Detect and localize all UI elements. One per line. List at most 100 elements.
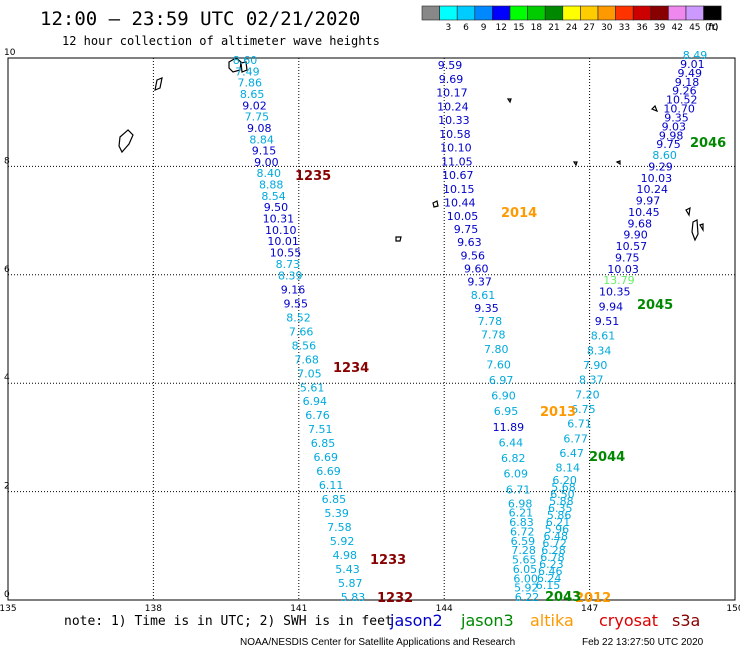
revolution-label: 2013 bbox=[540, 405, 576, 420]
legend-tick-label: 70 bbox=[707, 23, 719, 33]
wave-height-value: 6.83 bbox=[509, 516, 534, 529]
wave-height-value: 7.80 bbox=[484, 343, 509, 356]
wave-height-value: 5.86 bbox=[547, 509, 572, 522]
island-outline bbox=[650, 104, 659, 113]
legend-tick-label: 27 bbox=[583, 23, 594, 33]
wave-height-value: 5.92 bbox=[514, 582, 539, 595]
legend-tick-label: 18 bbox=[531, 23, 543, 33]
wave-height-value: 7.51 bbox=[308, 423, 333, 436]
legend-swatch bbox=[597, 5, 616, 21]
wave-height-value: 9.08 bbox=[247, 122, 272, 135]
wave-height-value: 7.75 bbox=[245, 111, 270, 124]
revolution-label: 2043 bbox=[545, 590, 581, 605]
wave-height-value: 9.03 bbox=[662, 120, 687, 133]
wave-height-value: 6.24 bbox=[537, 572, 562, 585]
wave-height-value: 9.68 bbox=[627, 217, 652, 230]
wave-height-value: 10.55 bbox=[270, 246, 302, 259]
wave-height-value: 6.75 bbox=[571, 403, 596, 416]
wave-height-value: 9.69 bbox=[439, 73, 464, 86]
satellite-legend: jason2 jason3 altika cryosat s3a bbox=[389, 611, 700, 630]
legend-tick-label: 12 bbox=[495, 23, 506, 33]
wave-height-value: 8.49 bbox=[683, 49, 708, 62]
wave-height-value: 5.83 bbox=[341, 591, 366, 604]
wave-height-value: 8.88 bbox=[259, 179, 284, 192]
wave-height-value: 6.23 bbox=[539, 558, 564, 571]
wave-height-value: 6.76 bbox=[305, 409, 330, 422]
lat-lon-grid: 135 138 141 144 147 150 0 2 4 6 8 10 bbox=[0, 48, 740, 614]
wave-height-value: 6.22 bbox=[515, 591, 540, 604]
island-outline bbox=[154, 77, 163, 91]
wave-height-value: 6.21 bbox=[546, 516, 571, 529]
wave-height-value: 9.02 bbox=[242, 99, 267, 112]
longitude-tick-label: 144 bbox=[436, 604, 453, 614]
legend-tick-label: 36 bbox=[636, 23, 648, 33]
wave-height-value: 6.71 bbox=[506, 483, 531, 496]
wave-height-value: 6.90 bbox=[491, 390, 516, 403]
island-outline bbox=[685, 206, 691, 217]
wave-height-value: 8.84 bbox=[249, 133, 274, 146]
legend-swatch bbox=[615, 5, 634, 21]
wave-height-value: 10.24 bbox=[437, 100, 469, 113]
wave-height-value: 10.52 bbox=[666, 94, 698, 107]
legend-swatch bbox=[509, 5, 528, 21]
legend-swatch bbox=[474, 5, 493, 21]
map-subtitle: 12 hour collection of altimeter wave hei… bbox=[62, 34, 380, 48]
legend-swatch bbox=[527, 5, 546, 21]
wave-height-value: 9.75 bbox=[656, 138, 681, 151]
island-outline bbox=[118, 129, 134, 154]
wave-height-value: 8.56 bbox=[292, 339, 317, 352]
satellite-legend-altika: altika bbox=[530, 611, 574, 630]
wave-height-value: 9.51 bbox=[595, 315, 620, 328]
wave-height-value: 6.46 bbox=[538, 565, 563, 578]
wave-height-value: 5.88 bbox=[549, 495, 574, 508]
legend-tick-label: 24 bbox=[566, 23, 578, 33]
wave-height-value: 9.75 bbox=[454, 223, 479, 236]
island-outline bbox=[699, 223, 704, 233]
wave-height-value: 10.10 bbox=[440, 142, 472, 155]
wave-height-value: 7.28 bbox=[511, 544, 536, 557]
wave-height-value: 10.31 bbox=[263, 213, 295, 226]
latitude-tick-label: 4 bbox=[4, 373, 10, 383]
wave-height-value: 6.85 bbox=[311, 437, 336, 450]
wave-height-value: 6.98 bbox=[508, 497, 533, 510]
wave-height-value: 7.20 bbox=[575, 388, 600, 401]
revolution-label: 2012 bbox=[575, 591, 611, 606]
wave-height-value: 5.87 bbox=[338, 577, 363, 590]
wave-height-value: 8.34 bbox=[587, 344, 612, 357]
revolution-label: 1233 bbox=[370, 553, 406, 568]
wave-height-value: 10.10 bbox=[265, 224, 297, 237]
wave-height-value: 9.63 bbox=[457, 236, 482, 249]
wave-height-value: 11.89 bbox=[493, 421, 525, 434]
wave-height-value: 7.78 bbox=[478, 315, 503, 328]
wave-height-value: 6.20 bbox=[552, 474, 577, 487]
wave-height-value: 9.18 bbox=[675, 76, 700, 89]
wave-height-value: 7.05 bbox=[297, 367, 322, 380]
wave-height-value: 10.45 bbox=[628, 206, 660, 219]
wave-height-value: 5.61 bbox=[300, 381, 325, 394]
legend-tick-label: 39 bbox=[654, 23, 666, 33]
footer-generated-time: Feb 22 13:27:50 UTC 2020 bbox=[582, 637, 704, 648]
wave-height-value: 9.49 bbox=[677, 67, 702, 80]
legend-swatch bbox=[562, 5, 581, 21]
wave-height-value: 6.95 bbox=[494, 405, 519, 418]
legend-tick-label: 21 bbox=[548, 23, 559, 33]
latitude-tick-label: 8 bbox=[4, 156, 10, 166]
wave-height-value: 6.44 bbox=[499, 436, 524, 449]
wave-height-value: 6.69 bbox=[313, 451, 338, 464]
wave-height-value: 9.37 bbox=[467, 276, 492, 289]
wave-height-value: 10.15 bbox=[443, 183, 475, 196]
wave-height-value: 10.58 bbox=[439, 128, 471, 141]
wave-height-value: 6.11 bbox=[319, 479, 344, 492]
legend-swatch bbox=[703, 5, 722, 21]
wave-height-value: 6.00 bbox=[513, 572, 538, 585]
wave-height-value: 8.37 bbox=[579, 374, 604, 387]
legend-tick-label: 9 bbox=[481, 23, 487, 33]
wave-height-value: 9.97 bbox=[636, 195, 661, 208]
wave-height-value: 7.78 bbox=[481, 328, 506, 341]
revolution-label: 1234 bbox=[333, 361, 369, 376]
wave-height-value: 6.48 bbox=[544, 530, 569, 543]
island-outline bbox=[240, 61, 248, 73]
legend-unit: (ft) bbox=[705, 23, 719, 33]
island-outline bbox=[572, 161, 578, 167]
